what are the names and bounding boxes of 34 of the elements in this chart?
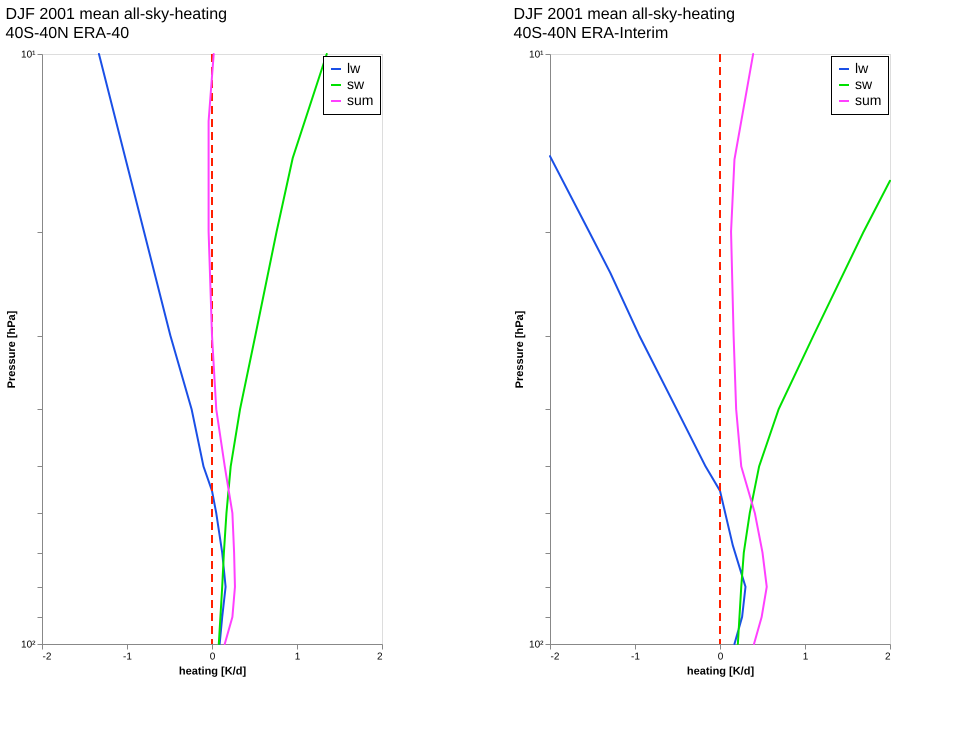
y-tick-label: 10¹: [529, 50, 544, 60]
chart-title: DJF 2001 mean all-sky-heating: [514, 6, 735, 23]
y-axis-title: Pressure [hPa]: [514, 310, 526, 388]
legend-label: sum: [855, 92, 882, 108]
x-tick-label: 0: [210, 652, 216, 662]
y-tick-label: 10²: [21, 640, 36, 650]
legend-label: lw: [855, 60, 870, 76]
line-series: [218, 53, 328, 645]
x-tick-label: 0: [718, 652, 724, 662]
line-series: [730, 53, 768, 645]
y-tick-label: 10¹: [21, 50, 36, 60]
line-series: [549, 155, 746, 645]
x-tick-label: -2: [42, 652, 52, 662]
line-series: [98, 53, 227, 645]
y-tick-label: 10²: [529, 640, 544, 650]
chart-subtitle: 40S-40N ERA-Interim: [514, 25, 668, 42]
x-tick-label: 1: [802, 652, 809, 662]
x-axis-title: heating [K/d]: [686, 666, 754, 678]
y-axis-title: Pressure [hPa]: [6, 310, 18, 388]
legend-label: sw: [347, 76, 365, 92]
x-tick-label: 2: [376, 652, 383, 662]
line-series: [208, 53, 236, 645]
legend-label: sum: [347, 92, 374, 108]
legend-label: sw: [855, 76, 873, 92]
x-tick-label: -1: [631, 652, 640, 662]
x-axis-title: heating [K/d]: [178, 666, 246, 678]
x-tick-label: -2: [550, 652, 560, 662]
x-tick-label: 2: [884, 652, 891, 662]
legend-label: lw: [347, 60, 362, 76]
line-series: [736, 180, 891, 645]
x-tick-label: 1: [294, 652, 301, 662]
chart-subtitle: 40S-40N ERA-40: [6, 25, 130, 42]
x-tick-label: -1: [123, 652, 132, 662]
chart-title: DJF 2001 mean all-sky-heating: [6, 6, 227, 23]
